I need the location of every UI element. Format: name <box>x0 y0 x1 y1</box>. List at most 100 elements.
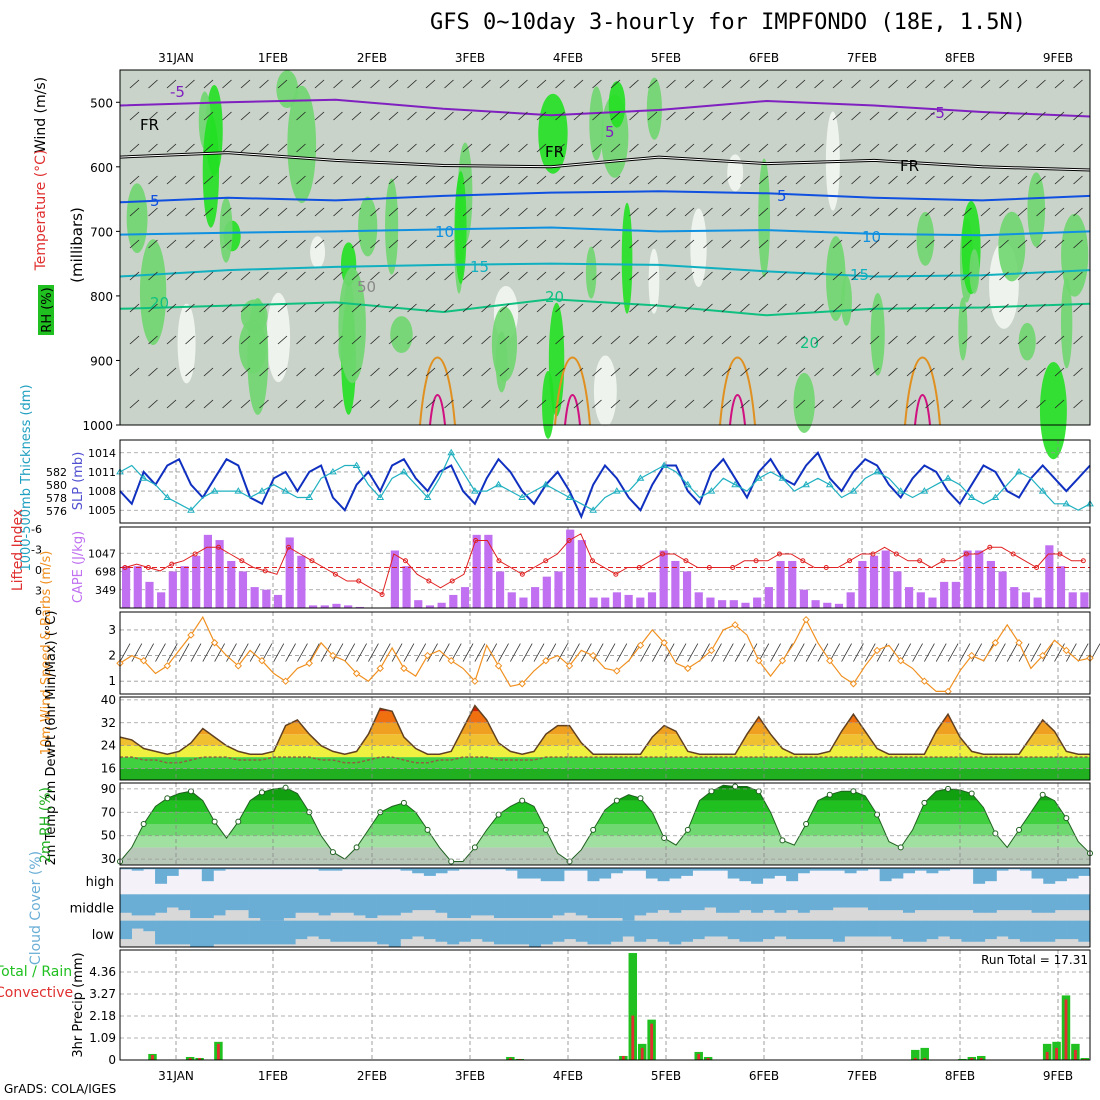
wind-barb <box>740 239 750 249</box>
contour-label: 5 <box>605 123 615 141</box>
cloud-high-bar <box>692 868 705 871</box>
wind-barb <box>499 175 510 185</box>
wind-barb <box>333 399 343 409</box>
wind-barb <box>129 111 140 121</box>
cloud-middle-bar <box>120 894 132 913</box>
cloud-middle-bar <box>903 894 915 913</box>
wind-barb <box>185 399 195 409</box>
y-label-wind: Wind (m/s) <box>33 77 49 153</box>
cloud-middle-bar <box>856 894 869 908</box>
rh-patch <box>287 85 317 204</box>
surface-wind-barb <box>131 643 143 662</box>
precip-total-bar <box>920 1047 929 1060</box>
rh-frame <box>119 782 1091 866</box>
wind-barb <box>629 239 639 249</box>
wind-barb <box>499 207 510 217</box>
cloud-low-bar <box>225 920 238 945</box>
wind-barb <box>1017 335 1028 345</box>
rh-marker <box>542 826 549 833</box>
cloud-high-bar <box>727 868 740 879</box>
wind-barb <box>518 143 528 153</box>
wind-barb <box>610 399 621 409</box>
wind-barb <box>481 79 491 89</box>
wind-barb <box>351 79 362 89</box>
wind-barb <box>407 303 417 313</box>
wind-barb <box>536 143 547 153</box>
thickness-marker <box>400 467 408 475</box>
cloud-middle-bar <box>809 894 822 911</box>
cloud-high-bar <box>482 868 495 870</box>
cloud-middle-bar <box>716 894 729 913</box>
cloud-low-bar <box>493 920 506 945</box>
cloud-low-bar <box>353 920 366 942</box>
date-label-top: 9FEB <box>1043 51 1073 65</box>
date-label-top: 6FEB <box>749 51 779 65</box>
wind-marker <box>1062 646 1071 655</box>
cloud-high-bar <box>938 868 951 871</box>
wind-marker <box>542 656 550 665</box>
cloud-high-bar <box>786 868 799 882</box>
contour-label: -5 <box>170 83 185 101</box>
wind-barb <box>832 79 843 89</box>
rh-patch <box>826 236 846 322</box>
surface-wind-barb <box>1054 643 1065 662</box>
wind-barb <box>795 111 806 121</box>
rh-patch <box>139 239 167 346</box>
wind-barb <box>888 303 898 313</box>
y-tick-pressure: 1000 <box>82 419 113 433</box>
thickness-marker <box>518 493 527 500</box>
wind-barb <box>129 303 140 313</box>
wind-marker <box>234 662 242 670</box>
cloud-low-bar <box>260 920 273 945</box>
cloud-high-bar <box>470 868 483 870</box>
surface-wind-barb <box>924 643 935 662</box>
wind-barb <box>684 111 695 121</box>
cloud-high-bar <box>365 868 378 870</box>
wind-barb <box>370 303 380 313</box>
surface-wind-barb <box>604 643 616 662</box>
wind-barb <box>462 399 473 409</box>
wind-barb <box>203 271 214 281</box>
cloud-low-bar <box>1031 920 1044 942</box>
li-marker <box>589 558 595 564</box>
cloud-middle-bar <box>225 894 238 911</box>
wind-barb <box>666 79 676 89</box>
wind-barb <box>444 111 454 121</box>
wind-barb <box>185 239 195 249</box>
cloud-low-bar <box>786 920 799 940</box>
thickness-marker <box>352 461 361 469</box>
surface-wind-barb <box>651 643 663 662</box>
precip-total-bar <box>628 953 638 1060</box>
wind-barb <box>148 175 158 185</box>
wind-barb <box>185 143 195 153</box>
cloud-middle-bar <box>704 894 717 908</box>
wind-barb <box>666 175 676 185</box>
wind-marker <box>400 664 408 673</box>
wind-barb <box>536 367 547 377</box>
y-label-temp: 2m Temp 2m DewPt (6hr Min/Max) (°C) <box>44 611 59 866</box>
thickness-marker <box>447 448 456 456</box>
y-tick-rh: 50 <box>101 829 116 843</box>
cloud-high-bar <box>400 868 413 871</box>
cloud-middle-bar <box>400 894 413 913</box>
cape-bar <box>449 594 458 608</box>
wind-barb <box>851 239 861 249</box>
thickness-marker <box>234 487 243 494</box>
wind-barb <box>518 367 528 377</box>
thickness-marker <box>494 480 503 488</box>
date-label-top: 1FEB <box>258 51 288 65</box>
li-marker <box>122 565 128 570</box>
wind-barb <box>1054 207 1065 217</box>
y-tick-pressure: 800 <box>90 290 113 304</box>
cloud-high-bar <box>236 868 249 870</box>
wind-barb <box>518 399 528 409</box>
wind-barb <box>499 79 510 89</box>
date-label-bottom: 8FEB <box>945 1069 975 1083</box>
wind-barb <box>499 399 510 409</box>
cloud-high-bar <box>961 868 974 870</box>
wind-barb <box>296 335 306 345</box>
wind-barb <box>314 239 325 249</box>
thickness-marker <box>873 467 881 475</box>
wind-barb <box>629 111 639 121</box>
cape-bar <box>390 550 399 608</box>
